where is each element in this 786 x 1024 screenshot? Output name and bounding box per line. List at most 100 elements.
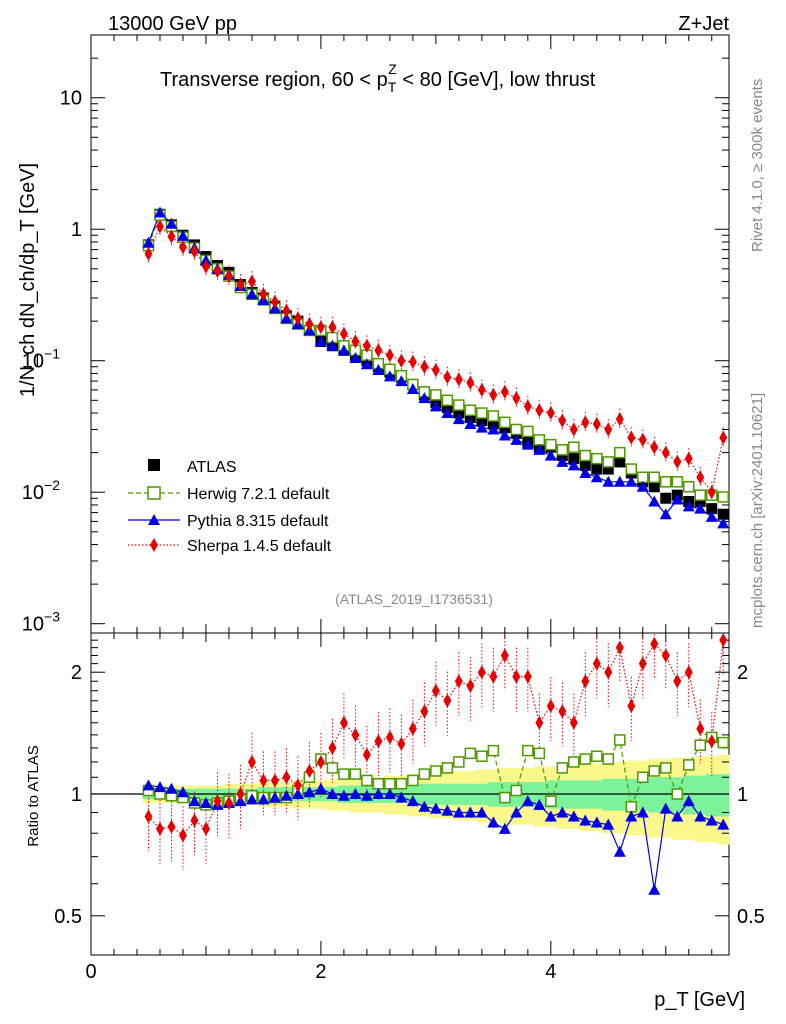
main-point-sherpa: [454, 372, 463, 387]
main-point-pythia: [544, 449, 557, 461]
ratio-point-sherpa: [546, 699, 555, 714]
main-point-pythia: [349, 351, 362, 363]
main-point-sherpa: [259, 287, 268, 302]
ratio-point-pythia: [636, 806, 649, 818]
ratio-band-inner: [637, 778, 650, 811]
ratio-point-herwig: [648, 765, 661, 777]
main-point-sherpa: [512, 391, 521, 406]
process-label: Z+Jet: [678, 13, 729, 35]
ratio-point-herwig: [384, 778, 396, 790]
main-point-pythia: [487, 423, 500, 435]
main-point-pythia: [429, 400, 442, 412]
ratio-point-herwig: [533, 747, 546, 760]
ratio-point-pythia: [717, 818, 730, 830]
ratio-point-herwig: [637, 771, 649, 784]
ratio-point-herwig: [545, 795, 557, 807]
ratio-point-pythia: [648, 883, 661, 895]
main-point-atlas: [660, 492, 672, 504]
ratio-y-tick-label-right: 2: [737, 662, 748, 684]
main-point-atlas: [579, 459, 591, 471]
ratio-point-herwig: [338, 768, 350, 780]
legend-marker-atlas: [148, 459, 160, 471]
main-point-herwig: [648, 471, 661, 483]
ratio-point-sherpa: [270, 773, 279, 788]
ratio-band-inner: [625, 778, 638, 811]
main-point-sherpa: [489, 387, 498, 402]
ratio-point-pythia: [625, 810, 638, 822]
main-point-pythia: [579, 467, 592, 479]
main-point-pythia: [567, 459, 580, 471]
main-point-herwig: [556, 444, 569, 456]
main-point-pythia: [280, 312, 293, 324]
main-point-sherpa: [684, 451, 693, 466]
ratio-point-herwig: [395, 778, 408, 790]
ratio-point-sherpa: [316, 754, 325, 769]
main-point-herwig: [671, 476, 684, 488]
ratio-point-sherpa: [362, 747, 371, 762]
main-point-sherpa: [661, 445, 670, 460]
ratio-point-herwig: [418, 768, 431, 780]
rivet-label: Rivet 4.1.0, ≥ 300k events: [749, 79, 766, 252]
ratio-y-tick-label: 0.5: [54, 906, 82, 928]
main-point-pythia: [326, 339, 339, 351]
ratio-point-sherpa: [351, 727, 360, 742]
main-point-atlas: [568, 453, 580, 465]
ratio-point-pythia: [199, 797, 212, 809]
main-point-sherpa: [316, 320, 325, 335]
ratio-point-pythia: [349, 788, 362, 799]
main-point-sherpa: [604, 422, 613, 437]
main-point-sherpa: [385, 348, 394, 363]
ratio-point-pythia: [268, 791, 281, 803]
main-point-pythia: [383, 370, 396, 382]
main-point-sherpa: [339, 326, 348, 341]
ratio-point-pythia: [372, 788, 385, 799]
ratio-point-sherpa: [305, 763, 314, 778]
ratio-point-sherpa: [466, 678, 475, 693]
main-point-atlas: [602, 463, 614, 475]
main-point-sherpa: [408, 354, 417, 369]
main-y-tick-label: 1: [71, 219, 82, 241]
main-point-sherpa: [500, 384, 509, 399]
ratio-point-pythia: [291, 788, 304, 799]
main-point-herwig: [430, 389, 442, 401]
main-point-herwig: [579, 449, 592, 462]
ratio-point-herwig: [476, 750, 488, 762]
x-tick-label: 4: [545, 961, 556, 983]
main-point-pythia: [337, 344, 350, 356]
main-point-pythia: [625, 475, 638, 487]
ratio-point-sherpa: [178, 828, 187, 843]
ratio-y-tick-label: 1: [71, 784, 82, 806]
ratio-point-pythia: [682, 795, 695, 807]
main-point-sherpa: [155, 219, 164, 234]
ratio-point-sherpa: [293, 778, 302, 793]
ratio-point-herwig: [556, 762, 569, 774]
ratio-point-pythia: [475, 806, 488, 818]
ratio-point-sherpa: [512, 669, 521, 684]
ratio-point-herwig: [430, 765, 442, 777]
main-point-pythia: [717, 517, 730, 529]
ratio-point-herwig: [453, 756, 465, 768]
main-point-sherpa: [201, 259, 210, 274]
ratio-point-sherpa: [167, 819, 176, 834]
main-point-herwig: [602, 456, 615, 468]
legend-label-atlas: ATLAS: [187, 459, 237, 476]
ratio-point-sherpa: [615, 640, 624, 655]
ratio-point-pythia: [452, 806, 465, 818]
ratio-point-herwig: [683, 759, 695, 771]
legend-marker-pythia: [148, 514, 160, 525]
main-point-pythia: [153, 206, 166, 218]
ratio-point-pythia: [360, 789, 373, 801]
ratio-point-sherpa: [500, 648, 509, 663]
ratio-point-herwig: [660, 762, 672, 774]
ratio-point-sherpa: [443, 693, 452, 708]
main-point-sherpa: [673, 454, 682, 469]
main-point-pythia: [314, 335, 327, 347]
ratio-point-herwig: [487, 744, 500, 757]
main-point-atlas: [614, 456, 626, 468]
main-point-sherpa: [535, 403, 544, 418]
ratio-point-herwig: [407, 774, 419, 787]
x-tick-label: 2: [315, 961, 326, 983]
ratio-band-inner: [602, 778, 615, 811]
ratio-point-pythia: [245, 793, 258, 805]
main-point-pythia: [636, 480, 649, 492]
